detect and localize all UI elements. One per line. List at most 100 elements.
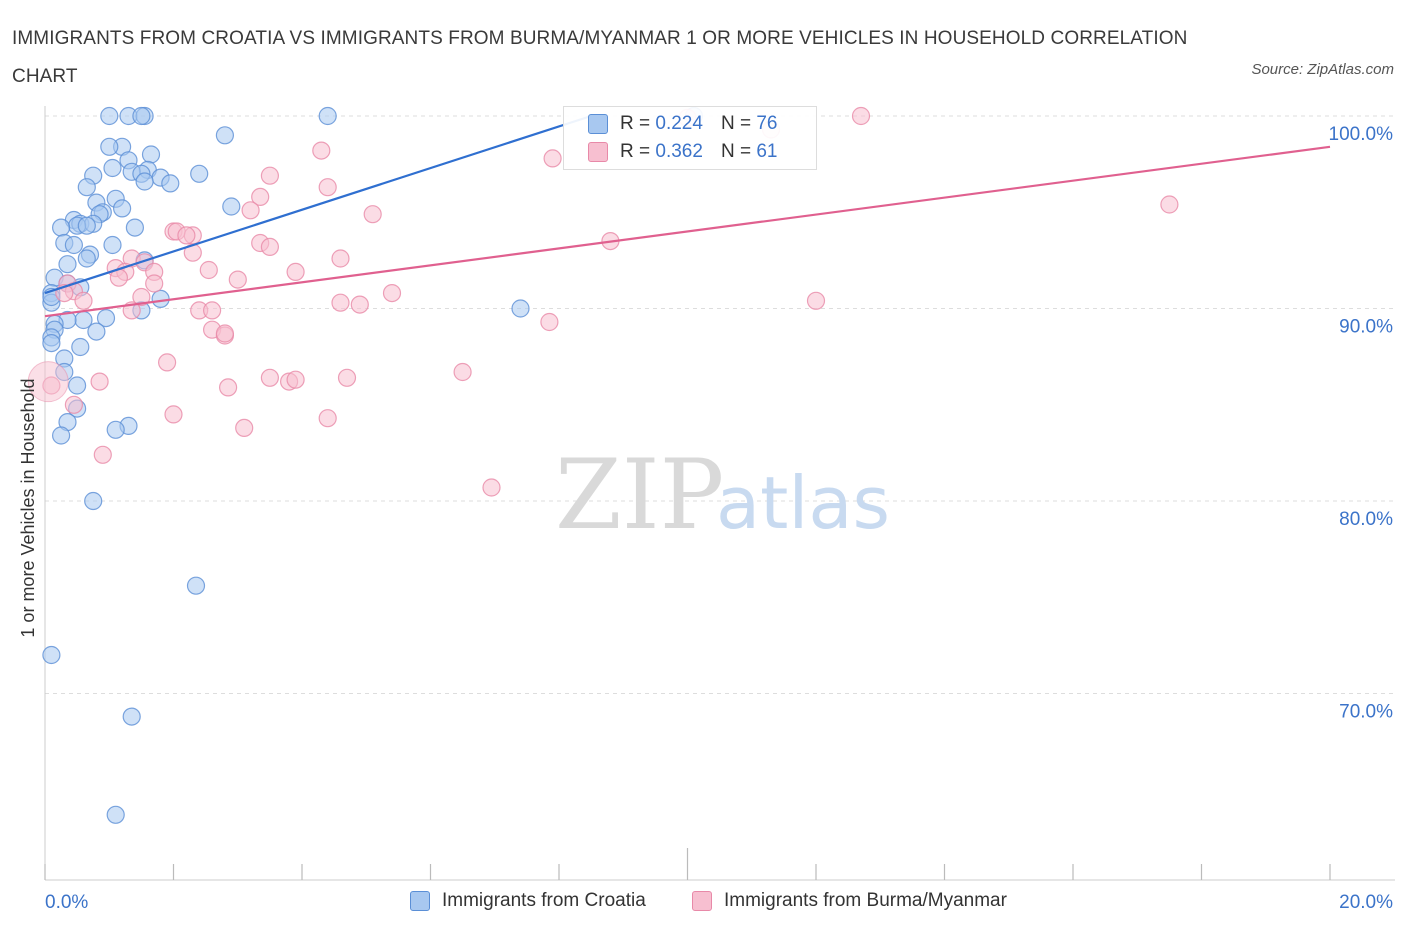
n-value: 76 — [756, 113, 778, 134]
data-point-burma — [482, 478, 501, 497]
y-tick-label: 100.0% — [1329, 124, 1394, 145]
trend-line-croatia — [44, 114, 592, 295]
y-tick-label: 70.0% — [1339, 702, 1393, 723]
data-point-croatia — [186, 576, 206, 595]
legend-swatch-burma — [692, 891, 712, 911]
y-tick-label: 80.0% — [1339, 509, 1393, 530]
data-point-burma — [286, 370, 305, 389]
data-point-burma — [93, 445, 112, 464]
data-point-croatia — [161, 174, 180, 193]
data-point-burma — [318, 178, 337, 197]
data-point-croatia — [222, 197, 241, 216]
data-point-burma — [260, 166, 279, 185]
data-point-croatia — [51, 218, 71, 237]
data-point-croatia — [64, 235, 84, 255]
data-point-croatia — [103, 158, 122, 178]
data-point-burma — [260, 237, 279, 256]
data-point-burma — [74, 291, 93, 310]
data-point-burma — [145, 274, 164, 293]
data-point-burma — [241, 201, 260, 220]
data-point-croatia — [100, 106, 119, 126]
data-point-burma — [331, 249, 350, 268]
legend-label-croatia: Immigrants from Croatia — [442, 890, 646, 911]
data-point-croatia — [151, 289, 170, 308]
data-point-burma — [251, 187, 270, 206]
n-label: N = — [720, 113, 752, 134]
stats-row-burma: R = 0.362 N = 61 — [588, 138, 777, 166]
x-tick-label: 0.0% — [45, 892, 88, 913]
r-value: 0.224 — [655, 113, 703, 134]
legend-item-burma[interactable]: Immigrants from Burma/Myanmar — [692, 890, 1007, 912]
data-point-burma — [337, 368, 357, 387]
r-label: R = — [620, 141, 651, 162]
stats-swatch-croatia — [588, 114, 608, 134]
data-point-croatia — [71, 337, 90, 357]
data-point-burma — [199, 260, 218, 280]
data-point-croatia — [77, 216, 96, 235]
data-point-croatia — [96, 309, 116, 328]
data-point-burma — [219, 378, 238, 397]
axis-labels: 1 or more Vehicles in Household 100.0% 90… — [18, 124, 1393, 913]
data-point-croatia — [77, 249, 96, 268]
x-tick-label: 20.0% — [1339, 892, 1393, 913]
data-point-croatia — [141, 145, 161, 164]
data-point-croatia — [125, 218, 144, 237]
data-point-croatia — [100, 137, 119, 156]
series-legend: Immigrants from Croatia Immigrants from … — [0, 886, 1406, 918]
chart-title: IMMIGRANTS FROM CROATIA VS IMMIGRANTS FR… — [12, 28, 1188, 87]
data-point-croatia — [132, 106, 151, 126]
data-point-burma — [132, 287, 151, 307]
data-point-croatia — [42, 645, 61, 665]
data-point-croatia — [190, 164, 209, 183]
data-point-burma — [453, 362, 472, 382]
legend-item-croatia[interactable]: Immigrants from Croatia — [410, 890, 646, 912]
data-point-burma — [851, 106, 871, 126]
data-point-croatia — [87, 322, 106, 341]
trend-lines — [44, 114, 1331, 318]
watermark-atlas: atlas — [716, 461, 890, 545]
data-point-croatia — [215, 126, 234, 145]
data-point-burma — [312, 141, 331, 160]
data-point-burma — [806, 291, 826, 310]
legend-label-burma: Immigrants from Burma/Myanmar — [724, 890, 1007, 911]
watermark-zip: ZIP — [555, 439, 724, 551]
data-point-burma — [382, 284, 402, 303]
data-point-croatia — [135, 172, 154, 191]
data-point-burma — [363, 205, 382, 224]
data-point-croatia — [122, 707, 141, 726]
data-point-burma — [90, 372, 109, 391]
data-point-burma — [543, 149, 562, 168]
data-point-croatia — [318, 106, 337, 126]
data-point-burma — [164, 405, 183, 424]
data-point-croatia — [58, 255, 77, 274]
y-axis-label: 1 or more Vehicles in Household — [18, 378, 38, 637]
data-point-burma — [1160, 195, 1179, 214]
data-point-croatia — [51, 426, 71, 445]
data-point-burma — [64, 395, 84, 414]
data-point-burma — [318, 409, 337, 428]
watermark: ZIP atlas — [555, 439, 890, 551]
source-label: Source: ZipAtlas.com — [1251, 61, 1394, 78]
data-point-burma — [286, 262, 305, 281]
data-point-croatia — [106, 420, 125, 439]
y-tick-label: 90.0% — [1339, 317, 1393, 338]
stats-legend: R = 0.224 N = 76 R = 0.362 N = 61 — [563, 106, 817, 170]
data-point-burma — [203, 301, 222, 320]
data-point-croatia — [84, 491, 103, 511]
data-point-croatia — [106, 805, 125, 824]
n-label: N = — [720, 141, 752, 162]
r-value: 0.362 — [655, 141, 703, 162]
data-point-burma — [260, 368, 279, 387]
stats-swatch-burma — [588, 142, 608, 162]
stats-row-croatia: R = 0.224 N = 76 — [588, 110, 777, 138]
trend-line-burma — [44, 145, 1331, 318]
data-point-croatia — [103, 235, 122, 255]
r-label: R = — [620, 113, 651, 134]
data-point-burma — [540, 312, 559, 332]
data-point-croatia — [67, 376, 87, 395]
data-point-burma — [331, 293, 350, 312]
data-point-burma — [215, 324, 234, 343]
data-point-burma — [350, 295, 369, 314]
legend-swatch-croatia — [410, 891, 430, 911]
